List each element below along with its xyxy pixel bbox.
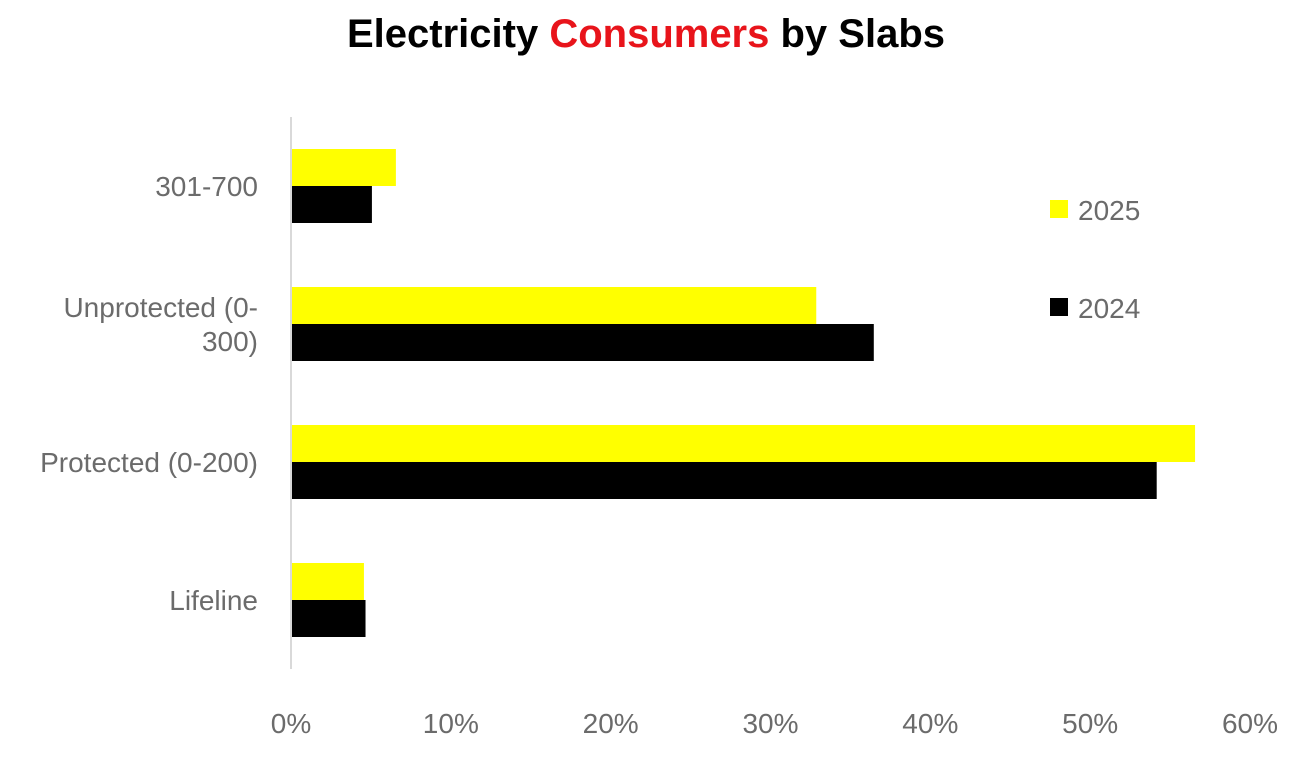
bar-2024-3 [292,600,366,637]
chart-title-part: Electricity [346,12,550,56]
category-label: 300) [202,326,258,357]
x-tick-label: 0% [271,708,311,739]
bar-2025-2 [292,425,1196,462]
chart-title-part: Consumers [549,12,770,56]
x-tick-label: 40% [902,708,958,739]
legend-swatch-2025 [1050,200,1068,218]
category-labels: 301-700 Unprotected (0-300) Protected (0-2… [40,171,258,616]
x-tick-label: 20% [583,708,639,739]
category-label: Unprotected (0- [63,292,258,323]
legend-label: 2024 [1078,293,1140,324]
x-tick-label: 30% [742,708,798,739]
legend-swatch-2024 [1050,298,1068,316]
bar-2025-3 [292,563,364,600]
bar-2024-0 [292,186,372,223]
chart-title: Electricity Consumers by Slabs [0,12,1292,57]
legend: 2025 2024 [1050,195,1140,324]
category-label: Lifeline [169,585,258,616]
bar-2024-1 [292,324,874,361]
chart-title-part: by Slabs [769,12,945,56]
x-tick-labels: 0% 10% 20% 30% 40% 50% 60% [271,708,1278,739]
bars-group [292,149,1196,637]
bar-2025-0 [292,149,396,186]
category-label: 301-700 [155,171,258,202]
category-label: Protected (0-200) [40,447,258,478]
x-tick-label: 50% [1062,708,1118,739]
legend-label: 2025 [1078,195,1140,226]
x-tick-label: 10% [423,708,479,739]
x-tick-label: 60% [1222,708,1278,739]
bar-2024-2 [292,462,1157,499]
bar-2025-1 [292,287,817,324]
